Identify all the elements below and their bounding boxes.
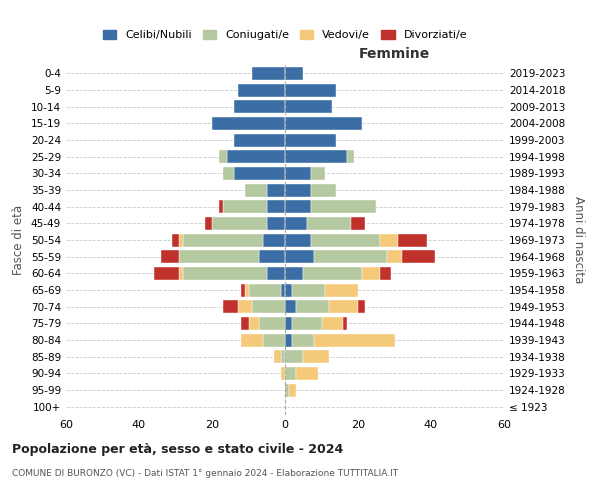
Bar xyxy=(238,84,285,96)
Bar xyxy=(220,200,223,213)
Y-axis label: Fasce di età: Fasce di età xyxy=(13,205,25,275)
Bar xyxy=(325,284,358,296)
Bar xyxy=(387,250,402,263)
Bar xyxy=(311,234,380,246)
Bar xyxy=(172,234,179,246)
Bar xyxy=(161,250,179,263)
Bar xyxy=(259,317,285,330)
Bar xyxy=(292,334,314,346)
Y-axis label: Anni di nascita: Anni di nascita xyxy=(572,196,585,284)
Bar xyxy=(362,267,380,280)
Bar xyxy=(281,367,285,380)
Bar xyxy=(285,100,332,113)
Text: COMUNE DI BURONZO (VC) - Dati ISTAT 1° gennaio 2024 - Elaborazione TUTTITALIA.IT: COMUNE DI BURONZO (VC) - Dati ISTAT 1° g… xyxy=(12,469,398,478)
Bar xyxy=(285,167,311,180)
Bar xyxy=(343,317,347,330)
Bar xyxy=(223,200,267,213)
Bar xyxy=(263,334,285,346)
Bar xyxy=(285,300,296,313)
Text: Femmine: Femmine xyxy=(359,48,430,62)
Bar xyxy=(234,100,285,113)
Bar xyxy=(252,300,285,313)
Text: Popolazione per età, sesso e stato civile - 2024: Popolazione per età, sesso e stato civil… xyxy=(12,442,343,456)
Bar xyxy=(307,217,350,230)
Bar xyxy=(285,217,307,230)
Bar xyxy=(329,300,358,313)
Bar xyxy=(311,184,336,196)
Bar xyxy=(205,217,212,230)
Bar xyxy=(179,250,259,263)
Bar xyxy=(212,117,285,130)
Bar xyxy=(245,184,267,196)
Bar xyxy=(234,167,285,180)
Bar xyxy=(296,300,329,313)
Bar xyxy=(281,350,285,363)
Bar xyxy=(183,267,267,280)
Bar xyxy=(285,134,336,146)
Bar xyxy=(285,117,362,130)
Bar xyxy=(402,250,434,263)
Bar xyxy=(281,284,285,296)
Bar xyxy=(285,84,336,96)
Bar xyxy=(274,350,281,363)
Bar xyxy=(285,67,303,80)
Bar xyxy=(285,384,289,396)
Bar xyxy=(179,267,183,280)
Bar xyxy=(259,250,285,263)
Bar xyxy=(267,184,285,196)
Bar xyxy=(303,267,362,280)
Legend: Celibi/Nubili, Coniugati/e, Vedovi/e, Divorziati/e: Celibi/Nubili, Coniugati/e, Vedovi/e, Di… xyxy=(98,25,472,44)
Bar xyxy=(267,200,285,213)
Bar xyxy=(285,200,311,213)
Bar xyxy=(347,150,355,163)
Bar xyxy=(289,384,296,396)
Bar xyxy=(154,267,179,280)
Bar xyxy=(292,284,325,296)
Bar xyxy=(322,317,343,330)
Bar xyxy=(380,234,398,246)
Bar xyxy=(263,234,285,246)
Bar xyxy=(398,234,427,246)
Bar xyxy=(179,234,183,246)
Bar xyxy=(267,217,285,230)
Bar xyxy=(238,300,252,313)
Bar xyxy=(285,250,314,263)
Bar xyxy=(212,217,267,230)
Bar xyxy=(285,350,303,363)
Bar xyxy=(358,300,365,313)
Bar xyxy=(285,317,292,330)
Bar xyxy=(311,200,376,213)
Bar xyxy=(285,150,347,163)
Bar xyxy=(285,284,292,296)
Bar xyxy=(227,150,285,163)
Bar xyxy=(285,367,296,380)
Bar xyxy=(292,317,322,330)
Bar xyxy=(223,300,238,313)
Bar xyxy=(220,150,227,163)
Bar xyxy=(285,267,303,280)
Bar xyxy=(314,250,387,263)
Bar xyxy=(241,334,263,346)
Bar xyxy=(245,284,248,296)
Bar xyxy=(350,217,365,230)
Bar xyxy=(234,134,285,146)
Bar xyxy=(248,284,281,296)
Bar xyxy=(296,367,318,380)
Bar xyxy=(223,167,234,180)
Bar xyxy=(285,184,311,196)
Bar xyxy=(241,317,248,330)
Bar xyxy=(303,350,329,363)
Bar xyxy=(241,284,245,296)
Bar xyxy=(183,234,263,246)
Bar xyxy=(248,317,259,330)
Bar xyxy=(285,334,292,346)
Bar xyxy=(267,267,285,280)
Bar xyxy=(380,267,391,280)
Bar xyxy=(314,334,395,346)
Bar xyxy=(285,234,311,246)
Bar xyxy=(252,67,285,80)
Bar xyxy=(311,167,325,180)
